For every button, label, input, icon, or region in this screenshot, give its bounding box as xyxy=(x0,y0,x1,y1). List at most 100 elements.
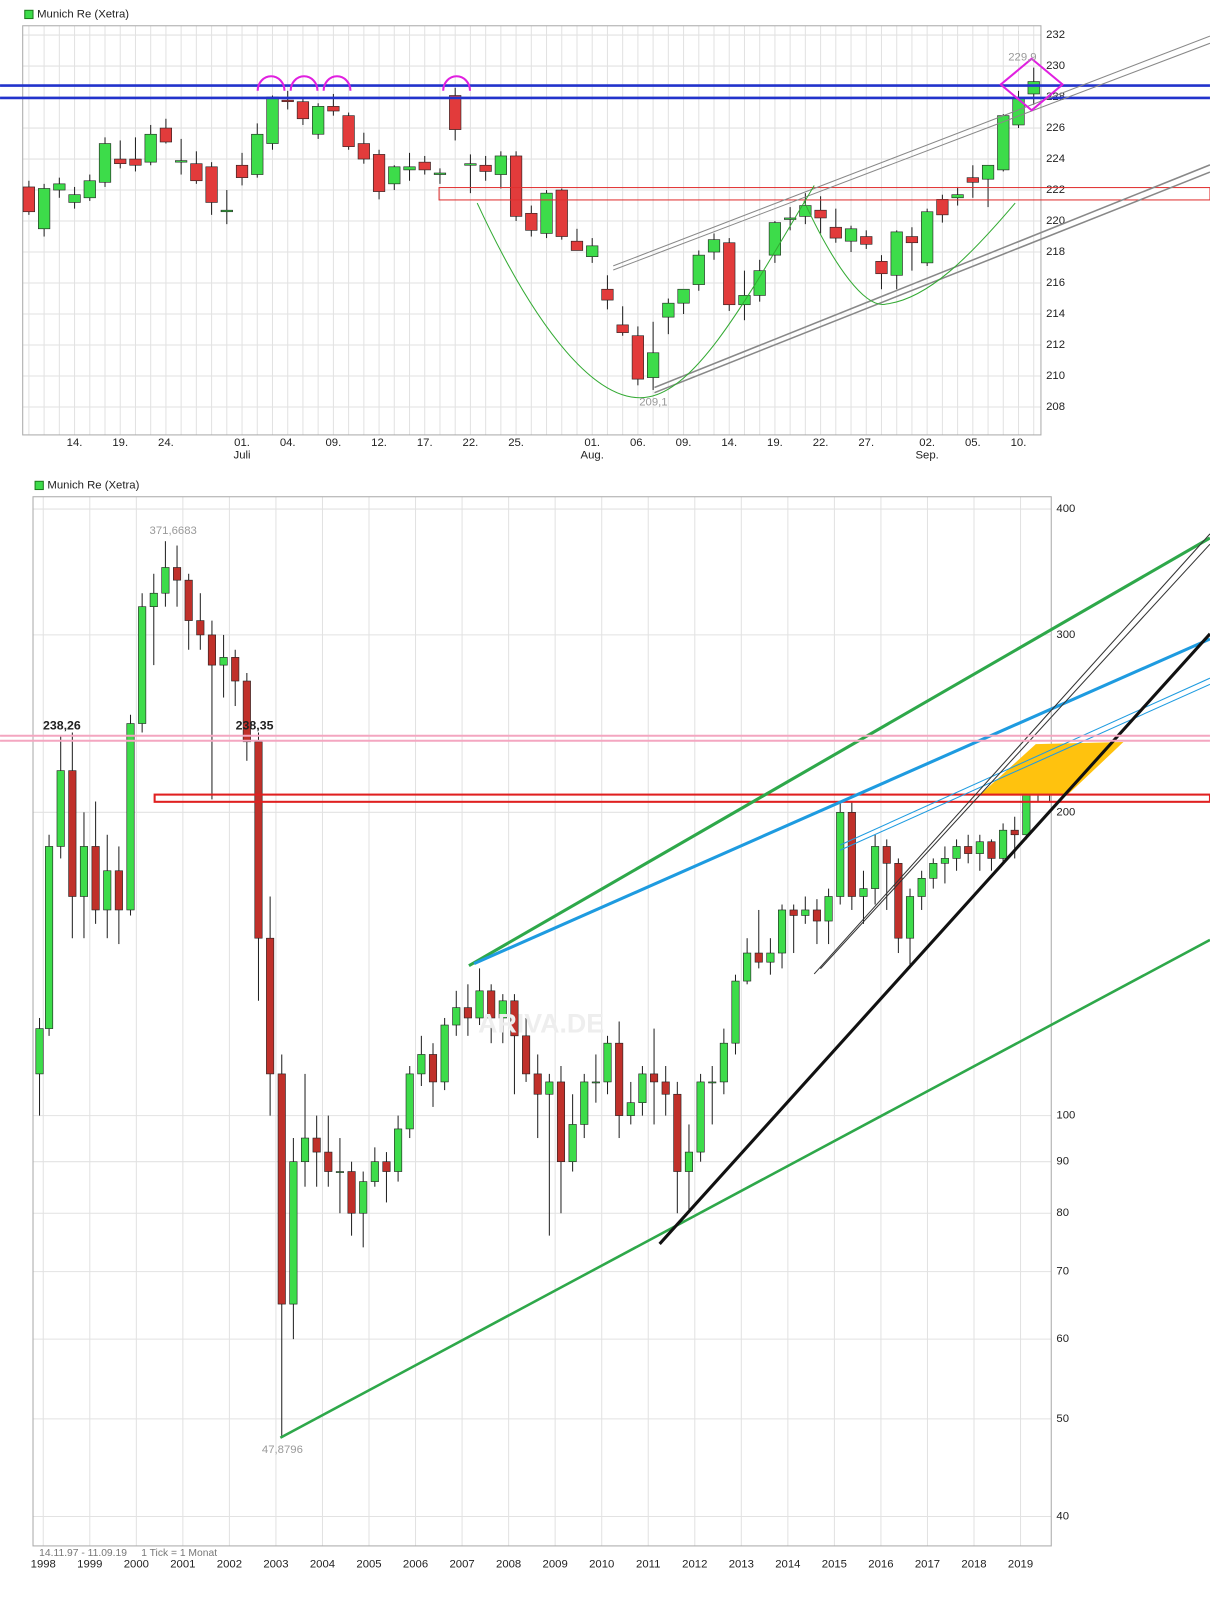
y-tick-label: 220 xyxy=(1046,215,1065,227)
x-tick-label: 2003 xyxy=(263,1558,288,1570)
candle-body xyxy=(719,1042,728,1083)
candle-body xyxy=(1027,81,1040,95)
candle-body xyxy=(626,1102,635,1116)
candle-body xyxy=(266,937,275,1075)
candle-body xyxy=(357,143,370,160)
candle-body xyxy=(905,236,919,244)
candle-body xyxy=(591,1081,600,1084)
candle-body xyxy=(952,846,961,859)
candle-body xyxy=(1010,829,1019,836)
candle-body xyxy=(335,1171,344,1173)
x-tick-label: 2014 xyxy=(775,1558,800,1570)
green-trend xyxy=(468,536,1210,968)
y-tick-label: 208 xyxy=(1046,401,1065,413)
candle-body xyxy=(449,95,462,130)
candle-body xyxy=(677,288,690,304)
candle-body xyxy=(207,634,216,666)
candle-body xyxy=(638,1073,647,1103)
x-tick-label: 1998 xyxy=(31,1558,56,1570)
candle-body xyxy=(175,160,188,163)
x-tick-label: 2006 xyxy=(403,1558,428,1570)
x-tick-label: 14. xyxy=(721,437,737,449)
candle-body xyxy=(190,163,203,182)
candle-body xyxy=(860,236,873,245)
x-tick-label: 1999 xyxy=(77,1558,102,1570)
cup-curve xyxy=(803,200,1016,305)
candle-body xyxy=(196,620,205,636)
x-tick-label: 06. xyxy=(630,437,646,449)
candle-body xyxy=(129,158,142,166)
candle-body xyxy=(242,680,251,743)
candle-body xyxy=(871,846,880,889)
candle-body xyxy=(650,1073,659,1083)
x-month-label: Juli xyxy=(234,450,251,462)
x-tick-label: 2017 xyxy=(915,1558,940,1570)
x-tick-label: 12. xyxy=(371,437,387,449)
y-tick-label: 300 xyxy=(1056,629,1075,641)
diamond xyxy=(999,57,1065,112)
x-tick-label: 2009 xyxy=(543,1558,568,1570)
x-tick-label: 22. xyxy=(463,437,479,449)
candle-body xyxy=(138,606,147,724)
y-tick-label: 50 xyxy=(1056,1413,1069,1425)
annotation: 47,8796 xyxy=(262,1444,303,1456)
candle-body xyxy=(235,164,249,178)
trend-line xyxy=(613,42,1210,271)
candle-body xyxy=(754,952,763,963)
plot-frame xyxy=(22,25,1042,436)
candle-body xyxy=(254,741,263,939)
candle-body xyxy=(696,1081,705,1153)
candle-body xyxy=(801,909,810,916)
x-tick-label: 22. xyxy=(813,437,829,449)
candle-body xyxy=(281,99,294,103)
candle-body xyxy=(999,829,1008,859)
x-tick-label: 04. xyxy=(280,437,296,449)
x-tick-label: 2007 xyxy=(449,1558,474,1570)
candle-body xyxy=(372,154,386,192)
candle-body xyxy=(875,261,888,275)
candle-body xyxy=(789,909,798,916)
x-tick-label: 19. xyxy=(767,437,783,449)
candle-body xyxy=(684,1151,693,1172)
candle-body xyxy=(479,164,492,172)
candle-body xyxy=(987,841,996,859)
candle-body xyxy=(707,239,721,253)
candle-body xyxy=(289,1161,298,1305)
tick-note: 1 Tick = 1 Monat xyxy=(141,1548,217,1559)
legend-swatch xyxy=(34,480,44,491)
candle-body xyxy=(45,846,54,1029)
bottom-drawings xyxy=(153,533,1210,1439)
candle-body xyxy=(522,1035,531,1075)
candle-body xyxy=(266,96,279,144)
candle-body xyxy=(370,1161,379,1182)
x-tick-label: 01. xyxy=(234,437,250,449)
candle-body xyxy=(981,164,995,180)
candle-body xyxy=(673,1093,682,1172)
level-label: 238,35 xyxy=(236,719,274,733)
candle-body xyxy=(731,980,740,1044)
candle-body xyxy=(940,858,949,864)
candle-body xyxy=(68,770,77,897)
candle-body xyxy=(173,567,182,581)
candle-body xyxy=(510,1000,519,1037)
trend-line xyxy=(654,164,1210,389)
x-tick-label: 2016 xyxy=(868,1558,893,1570)
candle-body xyxy=(440,1024,449,1083)
x-tick-label: 2002 xyxy=(217,1558,242,1570)
annotation: 371,6683 xyxy=(150,525,197,537)
candle-body xyxy=(844,228,858,242)
candle-body xyxy=(692,254,705,285)
candle-body xyxy=(53,183,66,191)
candle-body xyxy=(161,567,170,594)
x-tick-label: 10. xyxy=(1011,437,1027,449)
candle-body xyxy=(882,846,891,864)
candle-body xyxy=(812,909,821,922)
y-tick-label: 212 xyxy=(1046,339,1065,351)
candle-body xyxy=(743,952,752,982)
candle-body xyxy=(738,295,751,306)
candle-body xyxy=(159,127,173,143)
candle-body xyxy=(708,1081,717,1084)
candle-body xyxy=(829,226,842,239)
